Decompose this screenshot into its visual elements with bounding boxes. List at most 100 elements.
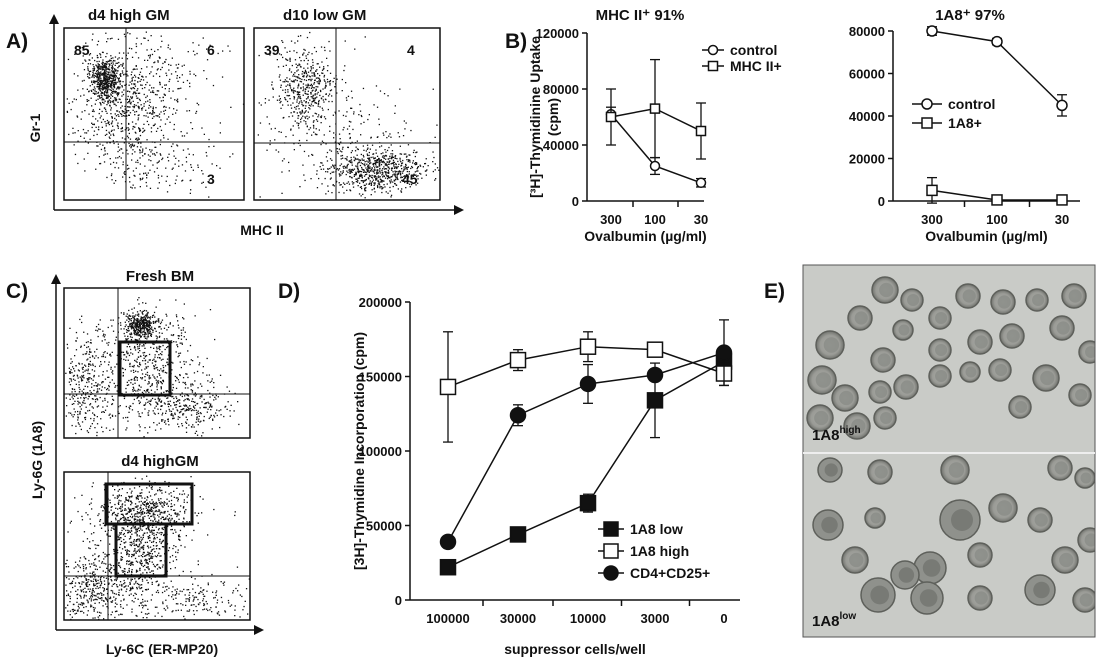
legend-label: control	[730, 42, 777, 58]
series-cd4-cd25-	[439, 319, 733, 551]
panel-letter-e: E)	[764, 280, 785, 303]
legend-marker	[603, 521, 619, 537]
legend-label: CD4+CD25+	[630, 565, 710, 581]
panel-letter-b: B)	[505, 30, 527, 53]
x-tick-label: 3000	[641, 611, 670, 626]
panel-c-plot2-gate-low	[114, 522, 168, 578]
series-1a8-high	[439, 331, 733, 443]
legend-marker	[603, 565, 619, 581]
y-tick-label: 60000	[849, 67, 885, 82]
data-point	[1056, 194, 1068, 206]
legend-label: 1A8 low	[630, 521, 683, 537]
panel-c-xlabel: Ly-6C (ER-MP20)	[106, 641, 218, 657]
x-tick-label: 0	[720, 611, 727, 626]
legend-label: MHC II+	[730, 58, 782, 74]
data-point	[579, 338, 597, 355]
panel-letter-a: A)	[6, 30, 28, 53]
panel-a-ylabel: Gr-1	[27, 113, 43, 142]
data-point	[509, 406, 527, 424]
legend: control 1A8+	[912, 96, 995, 131]
data-point	[579, 375, 597, 393]
x-tick-label: 100	[986, 212, 1008, 227]
data-point	[605, 111, 617, 123]
panel-c-plot1-title: Fresh BM	[126, 268, 194, 285]
x-tick-label: 100000	[426, 611, 469, 626]
legend-marker	[707, 44, 719, 56]
y-tick-label: 80000	[849, 24, 885, 39]
data-point	[646, 341, 664, 358]
y-tick-label: 40000	[849, 109, 885, 124]
data-point	[646, 366, 664, 384]
legend-label: 1A8+	[948, 115, 982, 131]
panel-a-plot1-frame	[63, 27, 245, 201]
data-point	[715, 344, 733, 361]
data-point	[926, 25, 938, 37]
data-point	[1056, 99, 1068, 112]
panel-a-plot2-title: d10 low GM	[283, 7, 366, 24]
legend-label: control	[948, 96, 995, 112]
data-point	[991, 35, 1003, 48]
panel-a-plot1-q-ur: 6	[207, 42, 215, 58]
x-tick-label: 30	[1055, 212, 1069, 227]
y-axis-label: [3H]-Thymidine Incorporation (cpm)	[351, 332, 367, 570]
panel-e-label-low: 1A8low	[812, 611, 856, 630]
panel-letter-c: C)	[6, 280, 28, 303]
panel-e: E) 1A8high 1A8low	[764, 264, 1096, 638]
panel-e-label-high: 1A8high	[812, 425, 861, 444]
panel-a-xlabel: MHC II	[240, 222, 284, 238]
y-tick-label: 80000	[543, 82, 579, 97]
y-tick-label: 150000	[359, 370, 402, 385]
panel-letter-d: D)	[278, 280, 300, 303]
y-tick-label: 20000	[849, 152, 885, 167]
x-axis-label: Ovalbumin (µg/ml)	[584, 228, 706, 244]
panel-b-right-chart: 0 20000 40000 60000 80000 300 100 30 Ovalbumin (…	[849, 24, 1080, 244]
y-tick-label: 40000	[543, 138, 579, 153]
panel-a-plot2-scatter	[257, 31, 440, 199]
x-tick-label: 300	[921, 212, 943, 227]
y-tick-label: 120000	[536, 26, 579, 41]
panel-a-plot2-q-ur: 4	[407, 42, 415, 58]
panel-a-plot2-q-lr: 45	[402, 171, 418, 187]
y-tick-label: 100000	[359, 444, 402, 459]
legend-marker	[603, 543, 619, 559]
data-point	[439, 378, 457, 396]
panel-a-plot1-q-lr: 3	[207, 171, 215, 187]
panel-c-plot2-frame	[63, 471, 251, 621]
series-control	[926, 25, 1068, 117]
legend-label: 1A8 high	[630, 543, 689, 559]
series-mhc-ii-	[605, 58, 707, 160]
legend: 1A8 low 1A8 high CD4+CD25+	[598, 521, 710, 581]
panel-a-plot1-title: d4 high GM	[88, 7, 170, 24]
data-point	[646, 392, 664, 409]
data-point	[509, 526, 527, 543]
panel-e-top-micrograph	[806, 276, 1095, 440]
y-tick-label: 0	[572, 194, 579, 209]
legend-marker	[921, 117, 933, 129]
x-axis-label: Ovalbumin (µg/ml)	[925, 228, 1047, 244]
x-tick-label: 30000	[500, 611, 536, 626]
panel-c-plot1-gate-box	[118, 340, 172, 397]
data-point	[695, 125, 707, 137]
data-point	[926, 184, 938, 197]
x-tick-label: 30	[694, 212, 708, 227]
x-axis-label: suppressor cells/well	[504, 641, 646, 657]
data-point	[579, 494, 597, 512]
x-tick-label: 10000	[570, 611, 606, 626]
series-1a8-	[926, 176, 1068, 206]
panel-c-ylabel: Ly-6G (1A8)	[29, 421, 45, 499]
panel-a-plot1-scatter	[66, 31, 245, 198]
panel-b-right-title: 1A8⁺ 97%	[935, 7, 1005, 24]
y-tick-label: 0	[395, 593, 402, 608]
legend-marker	[921, 98, 933, 110]
panel-c: C) Fresh BM d4 highGM Ly-6G (1A8) Ly-6C …	[6, 268, 264, 657]
panel-c-plot2-title: d4 highGM	[121, 453, 199, 470]
y-tick-label: 50000	[366, 519, 402, 534]
y-tick-label: 0	[878, 194, 885, 209]
data-point	[991, 194, 1003, 206]
legend-marker	[707, 60, 719, 72]
y-axis-label: [³H]-Thymidinine Uptake (cpm)	[527, 36, 561, 198]
